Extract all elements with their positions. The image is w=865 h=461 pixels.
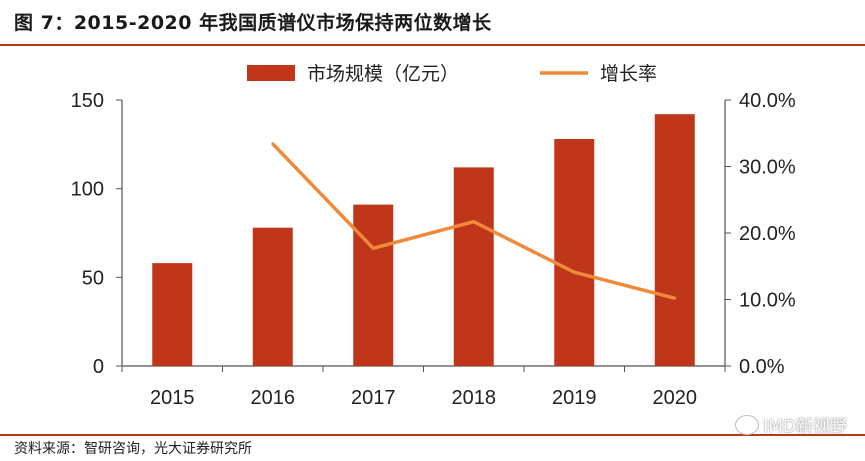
watermark-text: IMD新视野 bbox=[763, 417, 847, 437]
source-note: 资料来源：智研咨询，光大证券研究所 bbox=[14, 441, 252, 457]
right-axis-tick-label: 0.0% bbox=[739, 356, 785, 378]
bar bbox=[152, 263, 193, 366]
chart-title: 图 7：2015-2020 年我国质谱仪市场保持两位数增长 bbox=[14, 12, 492, 34]
left-axis-tick-label: 0 bbox=[93, 356, 104, 378]
bar bbox=[353, 204, 394, 366]
left-axis-tick-label: 100 bbox=[71, 179, 104, 201]
x-axis-tick-label: 2015 bbox=[150, 387, 195, 409]
x-axis-tick-label: 2017 bbox=[351, 387, 396, 409]
source-rule bbox=[0, 434, 865, 436]
x-axis-tick-label: 2020 bbox=[653, 387, 698, 409]
bar bbox=[252, 227, 293, 366]
right-axis-tick-label: 20.0% bbox=[739, 223, 796, 245]
growth-rate-point bbox=[472, 220, 476, 224]
bar bbox=[654, 114, 695, 366]
title-rule bbox=[0, 44, 865, 46]
right-axis-tick-label: 10.0% bbox=[739, 290, 796, 312]
bar bbox=[554, 139, 595, 366]
wechat-icon bbox=[735, 414, 760, 435]
watermark: IMD新视野 bbox=[735, 412, 847, 437]
right-axis-tick-label: 40.0% bbox=[739, 90, 796, 112]
growth-rate-point bbox=[371, 246, 375, 250]
right-axis-tick-label: 30.0% bbox=[739, 157, 796, 179]
x-axis-tick-label: 2018 bbox=[452, 387, 497, 409]
bar bbox=[453, 167, 494, 366]
growth-rate-point bbox=[673, 296, 677, 300]
x-axis-tick-label: 2019 bbox=[552, 387, 597, 409]
legend-bar-swatch bbox=[247, 65, 295, 81]
chart-area: 0 50 100 150 0.0% 10.0% 20.0% 30.0% 40.0% 2015 201… bbox=[71, 63, 796, 409]
growth-rate-point bbox=[271, 142, 275, 146]
legend-bar-label: 市场规模（亿元） bbox=[307, 63, 459, 85]
left-axis-tick-label: 50 bbox=[82, 267, 104, 289]
growth-rate-point bbox=[572, 270, 576, 274]
x-axis-tick-label: 2016 bbox=[251, 387, 296, 409]
legend-line-label: 增长率 bbox=[600, 63, 657, 85]
left-axis-tick-label: 150 bbox=[71, 90, 104, 112]
